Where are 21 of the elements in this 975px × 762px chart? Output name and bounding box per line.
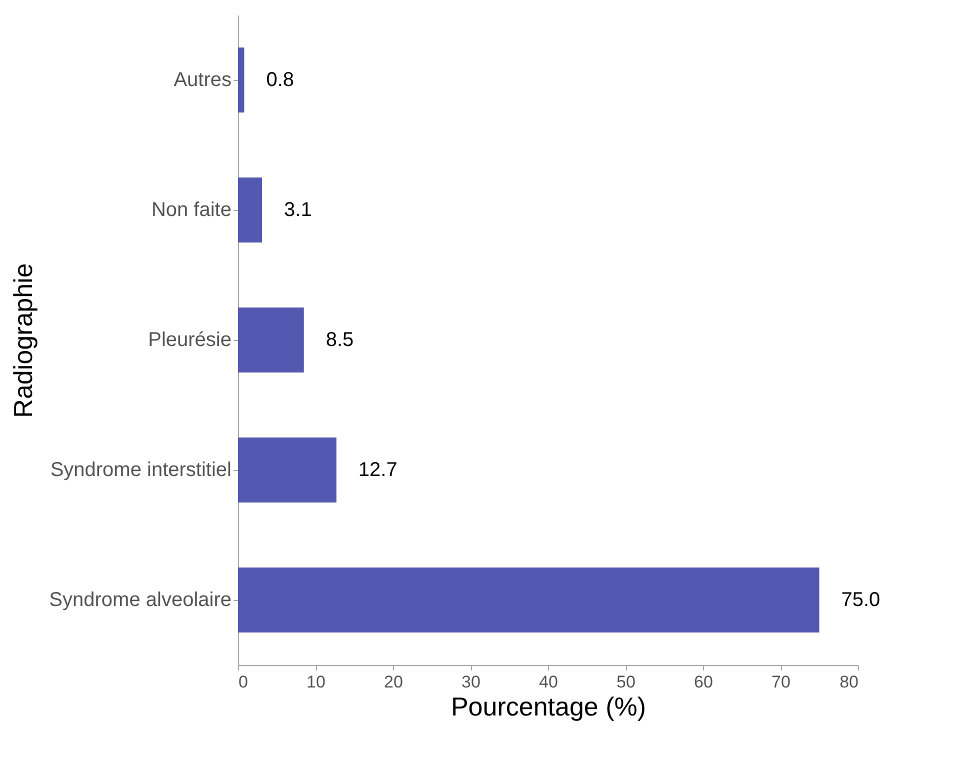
y-axis-title: Radiographie — [8, 263, 38, 418]
x-tick-label: 30 — [462, 672, 480, 692]
x-tick-label: 20 — [384, 672, 403, 692]
data-label: 8.5 — [326, 329, 354, 351]
data-label: 0.8 — [266, 69, 294, 91]
x-tick-label: 60 — [694, 672, 713, 692]
data-label: 75.0 — [841, 589, 880, 611]
y-tick-label: Syndrome alveolaire — [49, 589, 232, 611]
x-tick-label: 50 — [616, 672, 636, 692]
y-tick-label: Syndrome interstitiel — [50, 459, 232, 481]
data-label: 3.1 — [284, 199, 312, 221]
x-tick-label: 40 — [539, 672, 558, 692]
data-label: 12.7 — [358, 459, 398, 481]
y-tick-label: Non faite — [151, 199, 232, 221]
x-tick-label: 80 — [840, 672, 858, 692]
x-tick-label: 70 — [772, 672, 790, 692]
x-axis-title: Pourcentage (%) — [450, 692, 646, 722]
y-tick-label: Autres — [174, 69, 232, 91]
x-tick-label: 0 — [238, 672, 248, 692]
x-tick-label: 10 — [306, 672, 326, 692]
y-tick-label: Pleurésie — [148, 329, 232, 351]
